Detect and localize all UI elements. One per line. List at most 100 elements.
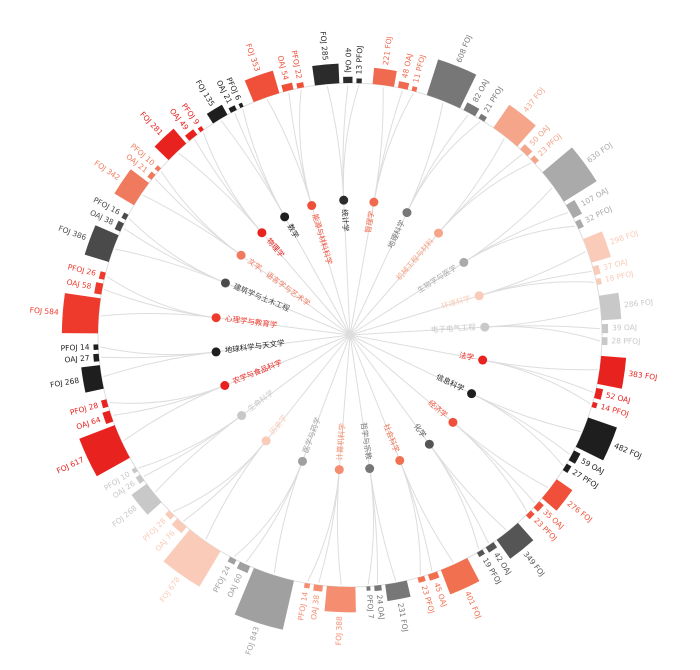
bar	[493, 104, 536, 147]
link	[438, 162, 532, 234]
bar	[417, 575, 426, 583]
bar	[100, 399, 109, 409]
group-label: 电子电气工程	[431, 322, 477, 335]
spoke	[349, 232, 439, 336]
bar-label: 276 FOJ	[565, 499, 594, 524]
link	[428, 443, 507, 531]
bar	[114, 169, 149, 206]
bar-label: OAJ 38	[309, 594, 321, 620]
bar-label: 52 OAJ	[605, 391, 631, 406]
group-label: 统计学	[340, 209, 351, 232]
bar-label: 383 FOJ	[628, 369, 658, 382]
group-dot	[459, 257, 469, 267]
link	[288, 92, 313, 206]
bar	[312, 63, 340, 86]
link	[399, 460, 421, 575]
bar	[343, 76, 353, 84]
bar-label: 608 FOJ	[454, 34, 473, 64]
link	[155, 415, 242, 493]
spoke	[241, 334, 351, 416]
bar-label: FOJ 386	[57, 224, 88, 243]
group-label: 地球科学与天文学	[224, 337, 285, 355]
link	[106, 276, 217, 319]
bar	[476, 549, 485, 558]
bar	[303, 582, 311, 589]
link	[115, 248, 226, 284]
group-dot	[257, 228, 267, 238]
group-label: 农学与食品科学	[231, 357, 284, 386]
bar	[171, 518, 187, 534]
bar-label: 14 PFOJ	[600, 402, 630, 419]
bar	[530, 155, 540, 165]
bar	[236, 561, 251, 574]
bar	[79, 425, 130, 477]
bar-label: 13 PFOJ	[354, 45, 364, 74]
bar	[185, 129, 198, 141]
bar	[496, 522, 534, 559]
bar-label: 221 FOJ	[381, 36, 394, 66]
bar	[374, 585, 382, 592]
bar	[135, 474, 145, 484]
bar	[440, 558, 480, 595]
bar	[565, 199, 583, 219]
bar-label: PFOJ 22	[289, 50, 304, 80]
link	[123, 385, 225, 442]
bar-label: 40 OAJ	[344, 48, 353, 73]
group-dot	[467, 389, 477, 399]
bar-label: 349 FOJ	[521, 550, 546, 578]
bar	[147, 171, 156, 180]
group-dot	[402, 208, 412, 218]
group-dot	[220, 381, 230, 391]
bar	[197, 125, 204, 133]
bar-label: FOJ 353	[244, 42, 262, 73]
bar-label: OAJ 64	[75, 415, 102, 432]
bar	[121, 212, 129, 220]
bar	[426, 59, 477, 109]
bar	[463, 102, 480, 117]
group-label: 信息科学	[435, 371, 467, 393]
bar	[520, 144, 533, 157]
bar	[601, 337, 608, 346]
bar	[372, 67, 397, 87]
bar	[81, 365, 104, 393]
link	[482, 359, 591, 405]
group-dot	[297, 456, 307, 466]
spoke	[311, 205, 351, 336]
bar-label: FOJ 678	[158, 575, 182, 604]
link	[452, 421, 536, 504]
bar	[313, 584, 323, 592]
spoke	[349, 326, 485, 336]
group-label: 环境科学	[440, 292, 472, 310]
link	[160, 170, 242, 256]
group-label: 管理学	[362, 209, 376, 233]
link	[299, 89, 313, 206]
bar	[154, 128, 187, 161]
bar	[165, 510, 175, 520]
group-label: 法学	[458, 350, 475, 363]
bar	[598, 292, 622, 321]
bar	[411, 86, 418, 92]
bar-label: 32 PFOJ	[584, 204, 614, 225]
bar	[525, 510, 535, 520]
bar-label: FOJ 285	[318, 31, 330, 61]
bar-label: 298 FOJ	[609, 228, 639, 246]
group-label: 哲学与宗教	[359, 422, 374, 461]
bar	[575, 219, 584, 230]
link	[142, 194, 242, 256]
bar	[568, 450, 581, 464]
bar	[397, 81, 410, 90]
spoke	[349, 334, 401, 461]
link	[273, 461, 303, 574]
spoke	[349, 334, 472, 395]
bar-label: 401 FOJ	[463, 590, 483, 620]
group-dot	[307, 201, 317, 211]
link	[471, 393, 564, 467]
link	[367, 468, 375, 585]
group-dot	[220, 278, 230, 288]
spoke	[349, 334, 371, 469]
group-label: 数学	[286, 222, 302, 240]
spoke	[349, 261, 465, 336]
link	[245, 461, 303, 563]
bar	[485, 542, 498, 553]
bar-label: 286 FOJ	[624, 297, 654, 309]
